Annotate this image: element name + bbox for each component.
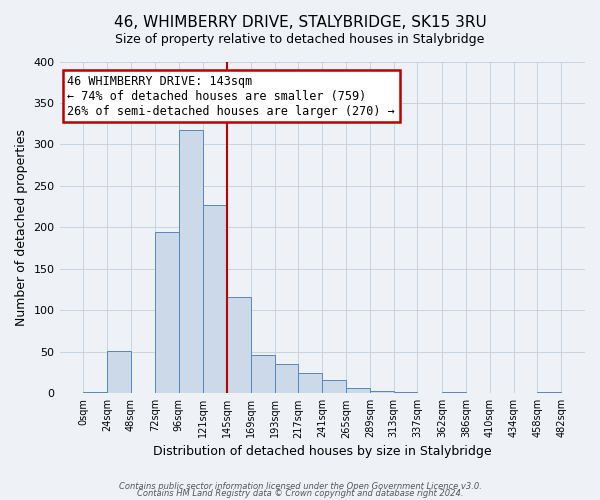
Bar (83, 392, 107, 394)
Bar (346, 388, 370, 394)
Bar (322, 380, 346, 394)
Bar (370, 391, 394, 394)
Bar (298, 374, 322, 394)
Text: Contains HM Land Registry data © Crown copyright and database right 2024.: Contains HM Land Registry data © Crown c… (137, 488, 463, 498)
Text: Contains public sector information licensed under the Open Government Licence v3: Contains public sector information licen… (119, 482, 481, 491)
Bar (179, 130, 203, 394)
Bar (203, 205, 227, 394)
Bar (394, 392, 418, 394)
Text: 46 WHIMBERRY DRIVE: 143sqm
← 74% of detached houses are smaller (759)
26% of sem: 46 WHIMBERRY DRIVE: 143sqm ← 74% of deta… (67, 75, 395, 118)
Bar (275, 364, 298, 394)
Text: Size of property relative to detached houses in Stalybridge: Size of property relative to detached ho… (115, 32, 485, 46)
Y-axis label: Number of detached properties: Number of detached properties (15, 129, 28, 326)
Bar (227, 297, 251, 394)
Bar (538, 392, 561, 394)
Bar (251, 355, 275, 394)
Bar (107, 351, 131, 394)
Bar (442, 392, 466, 394)
Text: 46, WHIMBERRY DRIVE, STALYBRIDGE, SK15 3RU: 46, WHIMBERRY DRIVE, STALYBRIDGE, SK15 3… (113, 15, 487, 30)
X-axis label: Distribution of detached houses by size in Stalybridge: Distribution of detached houses by size … (153, 444, 491, 458)
Bar (155, 232, 179, 394)
